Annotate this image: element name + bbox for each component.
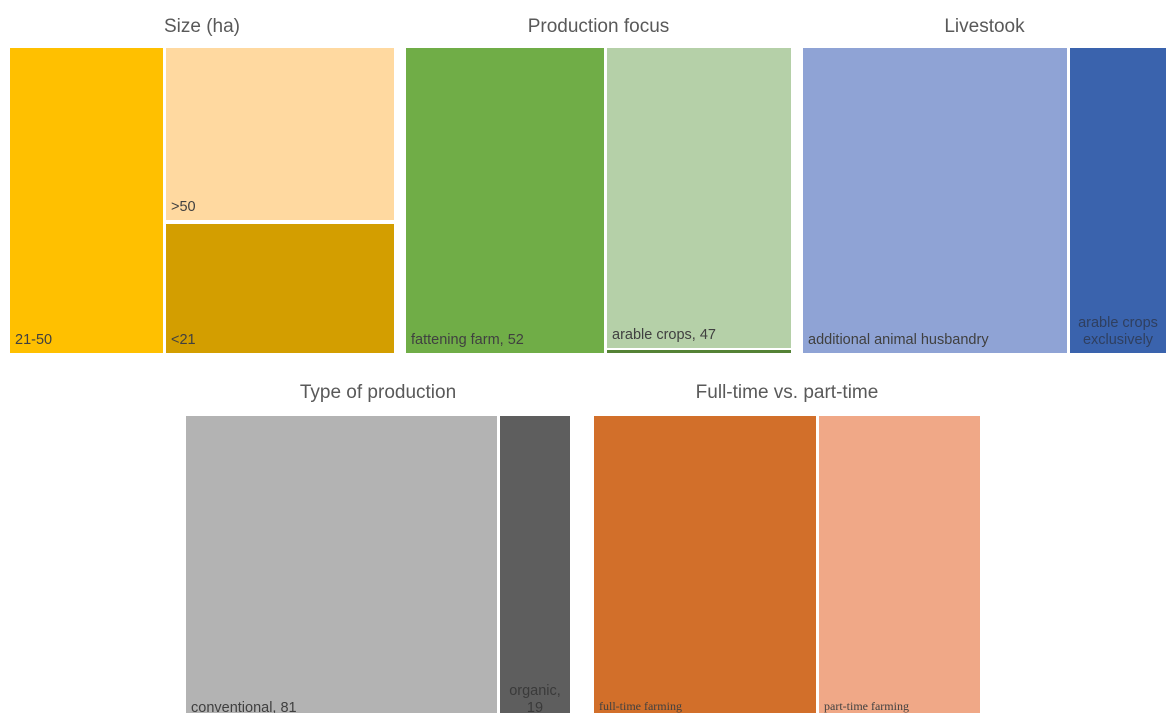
tile-size-21-50: 21-50 bbox=[10, 48, 163, 353]
tile-arable-crops-exclusively: arable crops exclusively bbox=[1070, 48, 1166, 353]
tile-conventional: conventional, 81 bbox=[186, 416, 497, 713]
tile-part-time-farming: part-time farming bbox=[819, 416, 980, 713]
chart-title-livestook: Livestook bbox=[944, 16, 1025, 37]
tile-arable-crops: arable crops, 47 bbox=[607, 48, 791, 348]
tile-full-time-farming: full-time farming bbox=[594, 416, 816, 713]
tile-label: >50 bbox=[171, 199, 196, 215]
tile-label: full-time farming bbox=[599, 699, 682, 713]
tile-label: organic, 19 bbox=[509, 683, 561, 713]
tile-label: <21 bbox=[171, 332, 196, 348]
tile-label: 21-50 bbox=[15, 332, 53, 348]
tile-organic: organic, 19 bbox=[500, 416, 570, 713]
tile-label: arable crops exclusively bbox=[1078, 315, 1158, 348]
tile-label: fattening farm, 52 bbox=[411, 332, 524, 348]
tile-label: additional animal husbandry bbox=[808, 332, 989, 348]
tile-size-over-50: >50 bbox=[166, 48, 394, 220]
chart-title-size: Size (ha) bbox=[163, 16, 241, 37]
chart-title-type-of-production: Type of production bbox=[299, 382, 457, 403]
chart-title-full-vs-part-time: Full-time vs. part-time bbox=[695, 382, 879, 403]
tile-label: arable crops, 47 bbox=[612, 327, 716, 343]
tile-fattening-farm: fattening farm, 52 bbox=[406, 48, 604, 353]
tile-additional-animal-husbandry: additional animal husbandry bbox=[803, 48, 1067, 353]
chart-title-production-focus: Production focus bbox=[527, 16, 670, 37]
tile-label: conventional, 81 bbox=[191, 700, 297, 713]
tile-production-other bbox=[607, 350, 791, 353]
tile-size-under-21: <21 bbox=[166, 224, 394, 353]
tile-label: part-time farming bbox=[824, 699, 909, 713]
